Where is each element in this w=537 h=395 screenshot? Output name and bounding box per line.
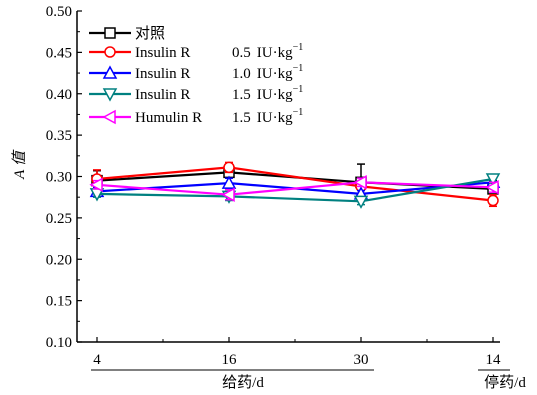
legend-label: 对照 — [135, 25, 165, 42]
series-4 — [89, 173, 501, 209]
legend-item-1: 对照 — [89, 25, 165, 42]
y-tick-label: 0.45 — [46, 45, 72, 61]
series-layer — [89, 161, 501, 209]
circle-marker — [104, 46, 116, 58]
triangle-left-marker — [221, 187, 235, 202]
legend-label: Insulin R 0.5 IU·kg−1 — [135, 42, 303, 61]
triangle-left-marker — [102, 109, 116, 125]
triangle-down-marker — [485, 173, 501, 187]
triangle-down-marker — [353, 195, 369, 209]
x-tick-label: 16 — [222, 352, 238, 368]
series-line — [96, 177, 494, 203]
legend-item-4: Insulin R 1.5 IU·kg−1 — [89, 84, 303, 103]
triangle-up-marker — [102, 65, 118, 79]
triangle-left-marker — [89, 177, 103, 193]
y-axis-ticks: 0.10 0.15 0.20 0.25 0.30 0.35 0.40 0.45 0.50 — [46, 4, 82, 351]
x-tick-label: 30 — [354, 352, 369, 368]
circle-marker — [223, 161, 235, 174]
y-tick-label: 0.20 — [46, 252, 72, 268]
triangle-left-marker — [353, 175, 367, 190]
series-5 — [89, 175, 499, 202]
withdrawal-group-label: 停药/d — [484, 374, 526, 391]
y-tick-label: 0.15 — [46, 294, 72, 310]
series-line — [96, 166, 494, 202]
y-axis-label: A 值 — [11, 149, 28, 180]
dosing-group-label: 给药/d — [222, 374, 264, 391]
y-tick-label: 0.50 — [46, 4, 72, 20]
legend-label: Humulin R 1.5 IU·kg−1 — [135, 107, 303, 126]
y-tick-label: 0.35 — [46, 128, 72, 144]
x-tick-label: 14 — [486, 352, 502, 368]
triangle-up-marker — [221, 175, 237, 189]
x-axis-group-labels: 给药/d 停药/d — [91, 369, 526, 391]
y-tick-label: 0.25 — [46, 211, 72, 227]
square-marker — [104, 27, 116, 39]
series-line — [96, 181, 494, 196]
legend-label: Insulin R 1.5 IU·kg−1 — [135, 84, 303, 103]
triangle-down-marker — [102, 88, 118, 102]
legend-label: Insulin R 1.0 IU·kg−1 — [135, 63, 303, 82]
legend-item-5: Humulin R 1.5 IU·kg−1 — [89, 107, 303, 126]
triangle-left-marker — [485, 179, 499, 195]
x-axis-ticks: 4 16 30 14 — [93, 337, 501, 368]
legend-item-2: Insulin R 0.5 IU·kg−1 — [89, 42, 303, 61]
legend-item-3: Insulin R 1.0 IU·kg−1 — [89, 63, 303, 82]
x-tick-label: 4 — [93, 352, 101, 368]
circle-marker — [487, 194, 499, 207]
y-tick-label: 0.30 — [46, 170, 72, 186]
y-tick-label: 0.40 — [46, 87, 72, 103]
y-tick-label: 0.10 — [46, 335, 72, 351]
